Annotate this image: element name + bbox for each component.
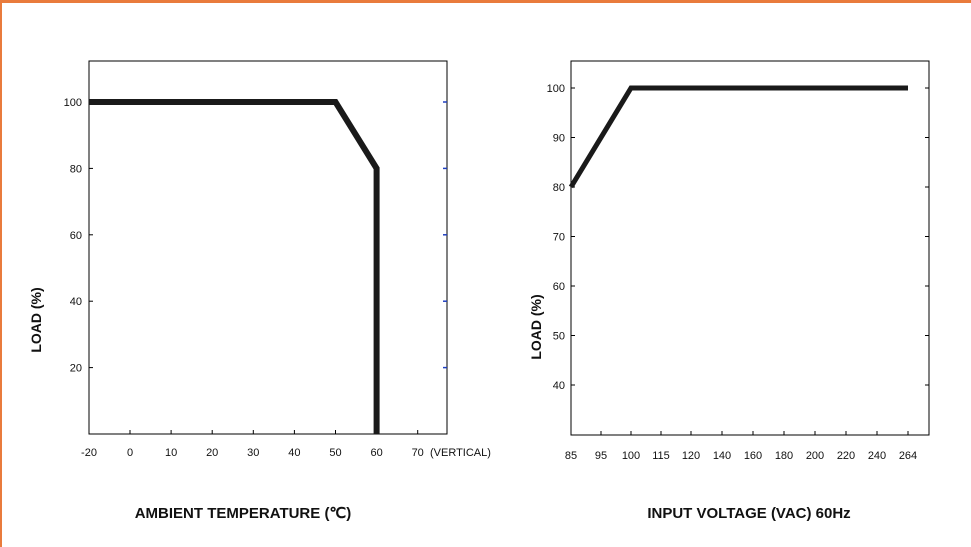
chart2-x-tick-label: 240 (868, 450, 886, 462)
chart2-x-tick-label: 160 (744, 450, 762, 462)
chart2-y-axis-label: LOAD (%) (528, 294, 544, 359)
chart1-y-axis-label: LOAD (%) (28, 287, 44, 352)
chart1-x-tick-label: -20 (81, 447, 97, 459)
chart2-x-axis-label: INPUT VOLTAGE (VAC) 60Hz (647, 505, 850, 522)
chart2-x-tick-label: 85 (565, 450, 577, 462)
chart1-x-extra-label: (VERTICAL) (430, 447, 491, 459)
chart1-x-tick-label: 20 (206, 447, 218, 459)
chart2-x-tick-label: 100 (622, 450, 640, 462)
chart2-y-tick-label: 90 (553, 133, 565, 145)
chart1-x-tick-label: 70 (412, 447, 424, 459)
chart2-derating-curve (568, 85, 908, 189)
chart2-x-tick-label: 95 (595, 450, 607, 462)
chart2-y-tick-label: 50 (553, 331, 565, 343)
chart2-x-tick-label: 120 (682, 450, 700, 462)
chart1-y-tick-label: 20 (70, 363, 82, 375)
chart2-plot-frame (570, 60, 930, 436)
chart1-derating-curve (89, 99, 380, 434)
chart1-y-tick-label: 80 (70, 163, 82, 175)
chart1-x-tick-label: 0 (127, 447, 133, 459)
chart1-y-tick-label: 60 (70, 230, 82, 242)
chart1-x-tick-label: 30 (247, 447, 259, 459)
chart1-x-tick-label: 40 (288, 447, 300, 459)
chart2-y-tick-label: 70 (553, 232, 565, 244)
chart1-y-tick-label: 100 (64, 97, 82, 109)
chart2-x-tick-label: 200 (806, 450, 824, 462)
chart1-x-tick-label: 50 (329, 447, 341, 459)
chart2-y-tick-label: 100 (547, 83, 565, 95)
chart2-x-tick-label: 180 (775, 450, 793, 462)
chart2-x-tick-label: 220 (837, 450, 855, 462)
chart2-x-tick-label: 140 (713, 450, 731, 462)
chart1-x-axis-label: AMBIENT TEMPERATURE (℃) (135, 505, 352, 522)
chart2-y-tick-label: 80 (553, 182, 565, 194)
chart2-x-tick-label: 264 (899, 450, 917, 462)
chart2-x-tick-label: 115 (652, 450, 670, 462)
chart1-x-tick-label: 60 (370, 447, 382, 459)
chart1-plot-frame (88, 60, 448, 435)
chart1-y-tick-label: 40 (70, 296, 82, 308)
chart2-y-tick-label: 40 (553, 380, 565, 392)
chart2-y-tick-label: 60 (553, 281, 565, 293)
chart1-x-tick-label: 10 (165, 447, 177, 459)
